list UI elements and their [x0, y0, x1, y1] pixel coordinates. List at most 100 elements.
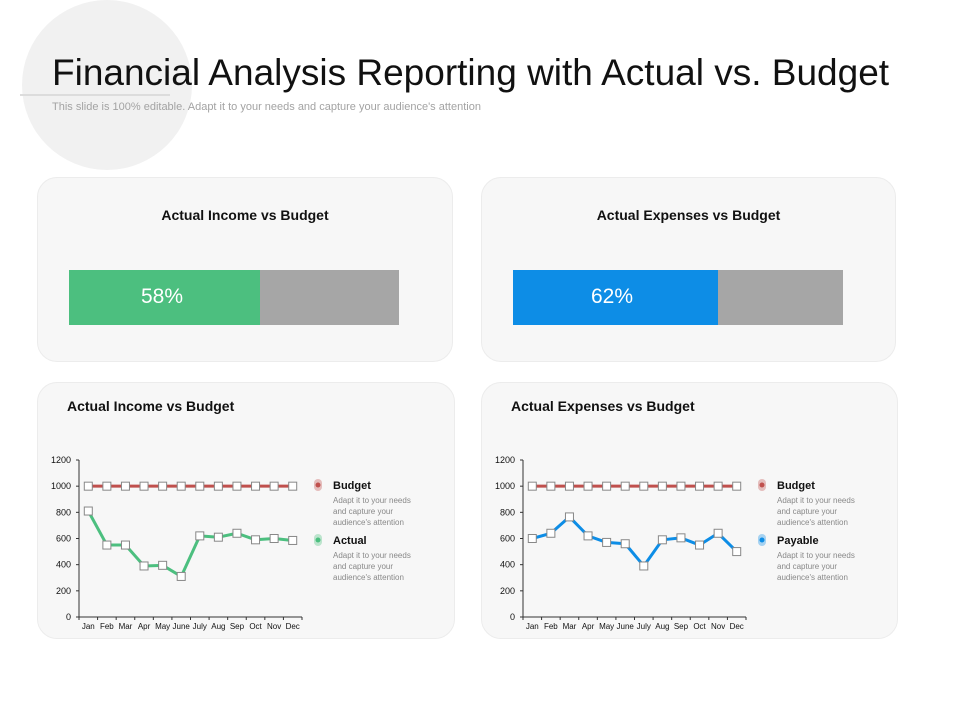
x-tick-label: Oct [693, 622, 706, 631]
legend-description: Adapt it to your needs [777, 551, 855, 560]
y-tick-label: 600 [56, 534, 71, 544]
x-tick-label: Jan [82, 622, 95, 631]
data-point-budget [195, 481, 205, 491]
data-point-budget [732, 481, 742, 491]
expenses-progress-panel: Actual Expenses vs Budget 62% [481, 177, 896, 362]
page-title: Financial Analysis Reporting with Actual… [52, 52, 890, 93]
data-point-budget [639, 481, 649, 491]
x-tick-label: May [155, 622, 170, 631]
expenses-progress-fill: 62% [513, 270, 718, 325]
data-point-actual [288, 535, 298, 545]
legend-title: Payable [777, 535, 819, 547]
data-point-actual [176, 571, 186, 581]
y-tick-label: 800 [56, 507, 71, 517]
data-point-budget [176, 481, 186, 491]
data-point-budget [120, 481, 130, 491]
legend-description: Adapt it to your needs [333, 551, 411, 560]
data-point-budget [527, 481, 537, 491]
data-point-actual [232, 528, 242, 538]
data-point-budget [139, 481, 149, 491]
income-percent-label: 58% [141, 285, 184, 308]
data-point-budget [102, 481, 112, 491]
legend-marker [315, 482, 321, 488]
data-point-budget [676, 481, 686, 491]
data-point-budget [602, 481, 612, 491]
series-line-payable [531, 515, 738, 568]
legend-marker [315, 537, 321, 543]
income-line-chart-panel: Actual Income vs Budget 0 200 400 600 800 100… [37, 382, 455, 639]
data-point-budget [713, 481, 723, 491]
data-point-actual [158, 560, 168, 570]
legend-description: Adapt it to your needs [777, 496, 855, 505]
data-point-actual [120, 540, 130, 550]
data-point-budget [83, 481, 93, 491]
data-point-budget [232, 481, 242, 491]
expenses-progress-title: Actual Expenses vs Budget [596, 207, 781, 223]
legend-description: audience's attention [777, 573, 848, 582]
data-point-actual [83, 506, 93, 516]
income-line-chart-title: Actual Income vs Budget [67, 398, 235, 414]
y-tick-label: 200 [500, 586, 515, 596]
data-point-payable [639, 561, 649, 571]
x-tick-label: Mar [563, 622, 577, 631]
decorative-circle [22, 0, 192, 170]
data-point-actual [213, 532, 223, 542]
legend-description: audience's attention [333, 518, 404, 527]
x-tick-label: Dec [286, 622, 300, 631]
x-tick-label: Feb [544, 622, 558, 631]
x-tick-label: Nov [711, 622, 725, 631]
x-tick-label: Aug [655, 622, 669, 631]
income-progress-title: Actual Income vs Budget [161, 207, 329, 223]
y-tick-label: 800 [500, 507, 515, 517]
data-point-payable [620, 539, 630, 549]
y-tick-label: 200 [56, 586, 71, 596]
data-point-actual [195, 531, 205, 541]
data-point-actual [269, 534, 279, 543]
data-point-payable [564, 512, 574, 522]
data-point-budget [620, 481, 630, 491]
data-point-budget [657, 481, 667, 491]
x-tick-label: Aug [211, 622, 225, 631]
x-tick-label: June [617, 622, 635, 631]
data-point-payable [732, 547, 742, 557]
legend-title: Actual [333, 535, 367, 547]
x-tick-label: July [637, 622, 651, 631]
legend-description: and capture your [777, 562, 837, 571]
data-point-budget [288, 481, 298, 491]
data-point-actual [102, 540, 112, 550]
y-tick-label: 1200 [495, 455, 515, 465]
x-tick-label: Mar [119, 622, 133, 631]
data-point-payable [583, 531, 593, 541]
data-point-payable [527, 534, 537, 543]
x-tick-label: Sep [230, 622, 245, 631]
data-point-budget [269, 481, 279, 491]
x-tick-label: Sep [674, 622, 689, 631]
legend-marker [759, 537, 765, 543]
y-tick-label: 0 [66, 612, 71, 622]
income-progress-bar: 58% [69, 270, 399, 325]
legend-description: and capture your [777, 507, 837, 516]
data-point-budget [213, 481, 223, 491]
y-tick-label: 0 [510, 612, 515, 622]
y-tick-label: 1000 [51, 481, 71, 491]
x-tick-label: June [173, 622, 191, 631]
income-line-chart: 0 200 400 600 800 1000 1200 Jan Feb Mar Apr May June… [51, 455, 411, 631]
data-point-payable [657, 535, 667, 545]
x-tick-label: July [193, 622, 207, 631]
expenses-progress-bar: 62% [513, 270, 843, 325]
x-tick-label: May [599, 622, 614, 631]
y-tick-label: 1200 [51, 455, 71, 465]
income-progress-fill: 58% [69, 270, 261, 325]
page-subtitle: This slide is 100% editable. Adapt it to… [52, 101, 481, 113]
income-progress-panel: Actual Income vs Budget 58% [37, 177, 453, 362]
legend-description: audience's attention [777, 518, 848, 527]
x-tick-label: Feb [100, 622, 114, 631]
legend-description: and capture your [333, 562, 393, 571]
expenses-line-chart: 0 200 400 600 800 1000 1200 Jan Feb Mar Apr May June… [495, 455, 855, 631]
legend-title: Budget [333, 480, 371, 492]
y-tick-label: 400 [56, 560, 71, 570]
legend-marker [759, 482, 765, 488]
x-tick-label: Apr [138, 622, 151, 631]
series-line-actual [86, 510, 293, 578]
data-point-budget [546, 481, 556, 491]
